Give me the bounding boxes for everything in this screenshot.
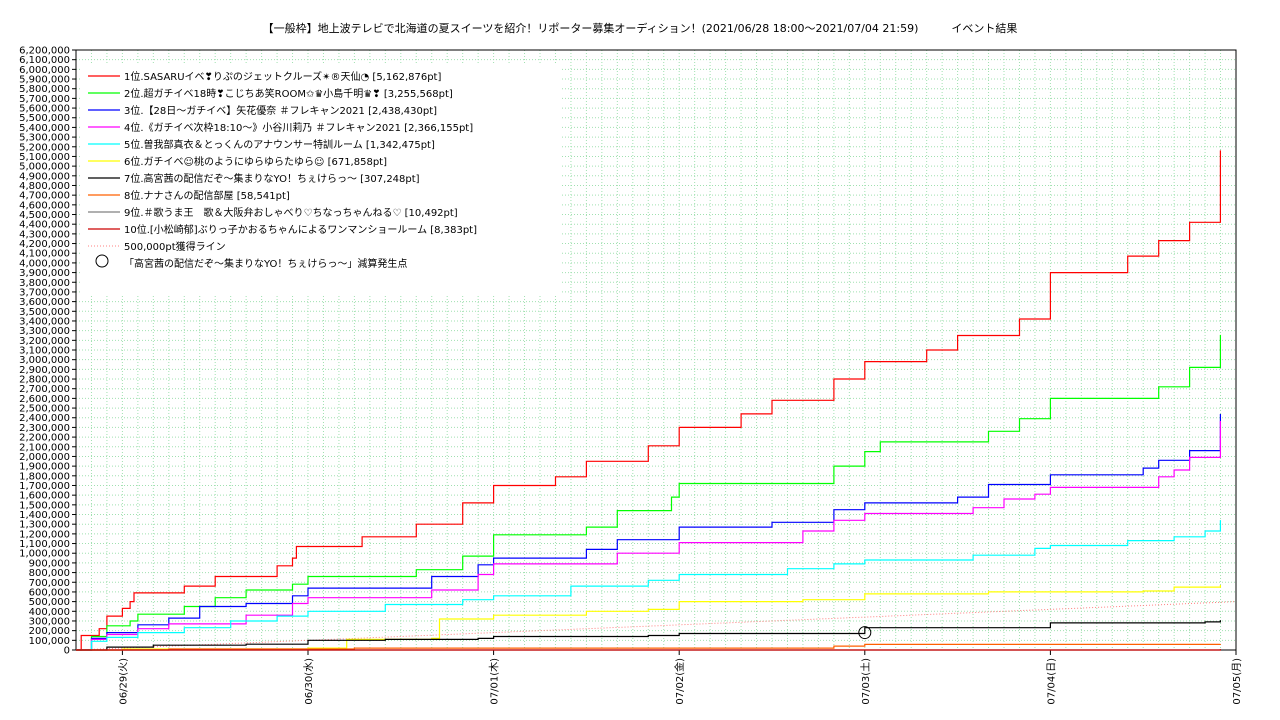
y-tick-label: 4,800,000	[19, 181, 70, 192]
y-tick-label: 5,000,000	[19, 162, 70, 173]
y-tick-label: 2,100,000	[19, 442, 70, 453]
y-tick-label: 5,100,000	[19, 152, 70, 163]
y-tick-label: 5,900,000	[19, 75, 70, 86]
y-tick-label: 3,600,000	[19, 297, 70, 308]
y-tick-label: 5,600,000	[19, 104, 70, 115]
y-tick-label: 3,700,000	[19, 287, 70, 298]
y-tick-label: 3,500,000	[19, 307, 70, 318]
y-tick-label: 200,000	[29, 626, 70, 637]
legend-label-reference: 500,000pt獲得ライン	[124, 240, 226, 253]
y-tick-label: 4,000,000	[19, 258, 70, 269]
chart-title: 【一般枠】地上波テレビで北海道の夏スイーツを紹介！リポーター募集オーディション！…	[262, 22, 1018, 35]
y-tick-label: 3,100,000	[19, 346, 70, 357]
y-tick-label: 4,900,000	[19, 171, 70, 182]
x-tick-label: 06/30(水)	[303, 658, 315, 705]
y-tick-label: 2,700,000	[19, 384, 70, 395]
y-tick-label: 4,600,000	[19, 200, 70, 211]
legend-label-9: 9位.＃歌うま王 歌＆大阪弁おしゃべり♡ちなっちゃんねる♡ [10,492pt]	[124, 206, 458, 219]
y-tick-label: 4,700,000	[19, 191, 70, 202]
y-tick-label: 4,500,000	[19, 210, 70, 221]
y-tick-label: 5,700,000	[19, 94, 70, 105]
y-tick-label: 1,300,000	[19, 520, 70, 531]
y-tick-label: 1,200,000	[19, 529, 70, 540]
series-line-7	[76, 620, 1222, 651]
y-tick-label: 6,000,000	[19, 65, 70, 76]
y-tick-label: 2,400,000	[19, 413, 70, 424]
series-line-10	[76, 649, 1222, 651]
y-tick-label: 3,300,000	[19, 326, 70, 337]
x-tick-label: 07/05(月)	[1231, 658, 1243, 705]
y-tick-label: 300,000	[29, 616, 70, 627]
y-tick-label: 4,400,000	[19, 220, 70, 231]
y-tick-label: 2,300,000	[19, 423, 70, 434]
y-tick-label: 1,900,000	[19, 462, 70, 473]
series-line-6	[76, 585, 1222, 651]
y-tick-label: 2,600,000	[19, 394, 70, 405]
legend-label-7: 7位.高宮茜の配信だぞ～集まりなYO！ちぇけらっ～ [307,248pt]	[124, 172, 420, 185]
legend-label-2: 2位.超ガチイベ18時❣こじちあ笑ROOM✩♛小島千明♛❣ [3,255,568…	[124, 87, 453, 100]
y-tick-label: 3,200,000	[19, 336, 70, 347]
y-tick-label: 2,200,000	[19, 433, 70, 444]
y-tick-label: 1,100,000	[19, 539, 70, 550]
y-tick-label: 1,000,000	[19, 549, 70, 560]
y-tick-label: 6,100,000	[19, 55, 70, 66]
series-line-4	[76, 421, 1222, 651]
x-tick-label: 07/03(土)	[859, 658, 872, 705]
legend-label-8: 8位.ナナさんの配信部屋 [58,541pt]	[124, 189, 290, 202]
series-line-2	[76, 334, 1222, 651]
x-tick-label: 07/01(木)	[489, 658, 501, 705]
penalty-marker	[858, 626, 872, 640]
y-tick-label: 1,500,000	[19, 500, 70, 511]
y-tick-label: 1,700,000	[19, 481, 70, 492]
y-tick-label: 3,400,000	[19, 316, 70, 327]
y-tick-label: 5,300,000	[19, 133, 70, 144]
y-tick-label: 2,800,000	[19, 375, 70, 386]
y-tick-label: 5,400,000	[19, 123, 70, 134]
y-tick-label: 800,000	[29, 568, 70, 579]
y-tick-label: 2,500,000	[19, 404, 70, 415]
y-tick-label: 100,000	[29, 636, 70, 647]
y-tick-label: 700,000	[29, 578, 70, 589]
x-tick-label: 07/04(日)	[1046, 658, 1057, 705]
legend-label-6: 6位.ガチイベ☺桃のようにゆらゆらたゆら☺ [671,858pt]	[124, 155, 387, 168]
series-line-3	[76, 414, 1222, 651]
y-tick-label: 3,800,000	[19, 278, 70, 289]
legend-label-5: 5位.曽我部真衣＆とっくんのアナウンサー特訓ルーム [1,342,475pt]	[124, 138, 435, 151]
y-tick-label: 900,000	[29, 558, 70, 569]
x-tick-label: 06/29(火)	[117, 658, 129, 705]
y-tick-label: 5,800,000	[19, 84, 70, 95]
y-tick-label: 600,000	[29, 587, 70, 598]
y-tick-label: 5,500,000	[19, 113, 70, 124]
series-line-5	[76, 520, 1222, 651]
y-tick-label: 3,000,000	[19, 355, 70, 366]
legend-label-1: 1位.SASARUイベ❣りぷのジェットクルーズ✴®天仙◔ [5,162,876p…	[124, 70, 441, 83]
legend-label-3: 3位.【28日～ガチイベ】矢花優奈 ＃フレキャン2021 [2,438,430p…	[124, 104, 437, 117]
y-tick-label: 5,200,000	[19, 142, 70, 153]
y-tick-label: 1,800,000	[19, 471, 70, 482]
series-line-1	[76, 150, 1222, 651]
y-tick-label: 3,900,000	[19, 268, 70, 279]
y-tick-label: 6,200,000	[19, 46, 70, 57]
legend-label-10: 10位.[小松崎郁]ぶりっ子かおるちゃんによるワンマンショールーム [8,383…	[124, 223, 477, 236]
y-tick-label: 500,000	[29, 597, 70, 608]
y-tick-label: 4,100,000	[19, 249, 70, 260]
legend-swatch-marker	[95, 254, 109, 268]
y-tick-label: 2,900,000	[19, 365, 70, 376]
series-line-8	[76, 643, 1222, 651]
y-tick-label: 400,000	[29, 607, 70, 618]
y-tick-label: 0	[64, 646, 70, 657]
legend-label-4: 4位.《ガチイベ次枠18:10～》小谷川莉乃 ＃フレキャン2021 [2,366…	[124, 121, 473, 134]
y-tick-label: 1,600,000	[19, 491, 70, 502]
y-tick-label: 2,000,000	[19, 452, 70, 463]
y-tick-label: 1,400,000	[19, 510, 70, 521]
x-tick-label: 07/02(金)	[673, 658, 686, 705]
y-tick-label: 4,200,000	[19, 239, 70, 250]
legend-box	[82, 64, 560, 296]
legend-label-marker: 「高宮茜の配信だぞ～集まりなYO！ちぇけらっ～」減算発生点	[124, 257, 407, 270]
y-tick-label: 4,300,000	[19, 229, 70, 240]
